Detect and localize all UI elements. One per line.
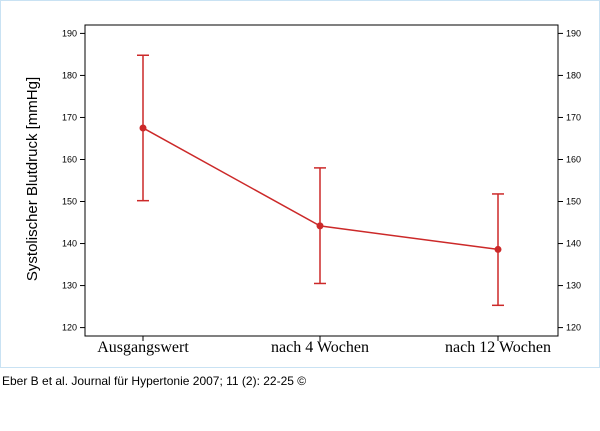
y-tick-label-right: 190: [566, 28, 581, 38]
y-tick-label-left: 180: [62, 70, 77, 80]
y-tick-label-left: 160: [62, 154, 77, 164]
y-tick-label-left: 150: [62, 197, 77, 207]
plot-area: [84, 24, 559, 337]
data-point: [494, 245, 502, 253]
x-tick-label: nach 12 Wochen: [445, 339, 551, 356]
right-axis-ticks: 120 130 140 150 160 170 180 190: [558, 28, 581, 333]
y-tick-label-left: 140: [62, 239, 77, 249]
left-axis-ticks: 120 130 140 150 160 170 180 190: [62, 28, 85, 333]
chart-svg: 120 130 140 150 160 170 180 190 120 130 140 150 160…: [24, 24, 581, 356]
y-tick-label-right: 130: [566, 281, 581, 291]
y-tick-label-right: 150: [566, 197, 581, 207]
x-tick-label: nach 4 Wochen: [271, 339, 369, 356]
x-axis-labels: Ausgangswert nach 4 Wochen nach 12 Wochen: [97, 336, 551, 356]
y-tick-label-right: 120: [566, 323, 581, 333]
series-layer: [137, 54, 504, 307]
y-tick-label-right: 160: [566, 154, 581, 164]
y-tick-label-right: 170: [566, 112, 581, 122]
y-tick-label-left: 170: [62, 112, 77, 122]
y-tick-label-right: 140: [566, 239, 581, 249]
y-tick-label-left: 120: [62, 323, 77, 333]
y-tick-label-left: 130: [62, 281, 77, 291]
y-tick-label-left: 190: [62, 28, 77, 38]
y-axis-label: Systolischer Blutdruck [mmHg]: [24, 77, 41, 281]
x-tick-label: Ausgangswert: [97, 339, 189, 356]
chart-figure: 120 130 140 150 160 170 180 190 120 130 140 150 160…: [0, 0, 600, 368]
data-point: [139, 124, 147, 132]
source-credit: Eber B et al. Journal für Hypertonie 200…: [2, 374, 307, 388]
y-tick-label-right: 180: [566, 70, 581, 80]
data-point: [316, 222, 324, 230]
